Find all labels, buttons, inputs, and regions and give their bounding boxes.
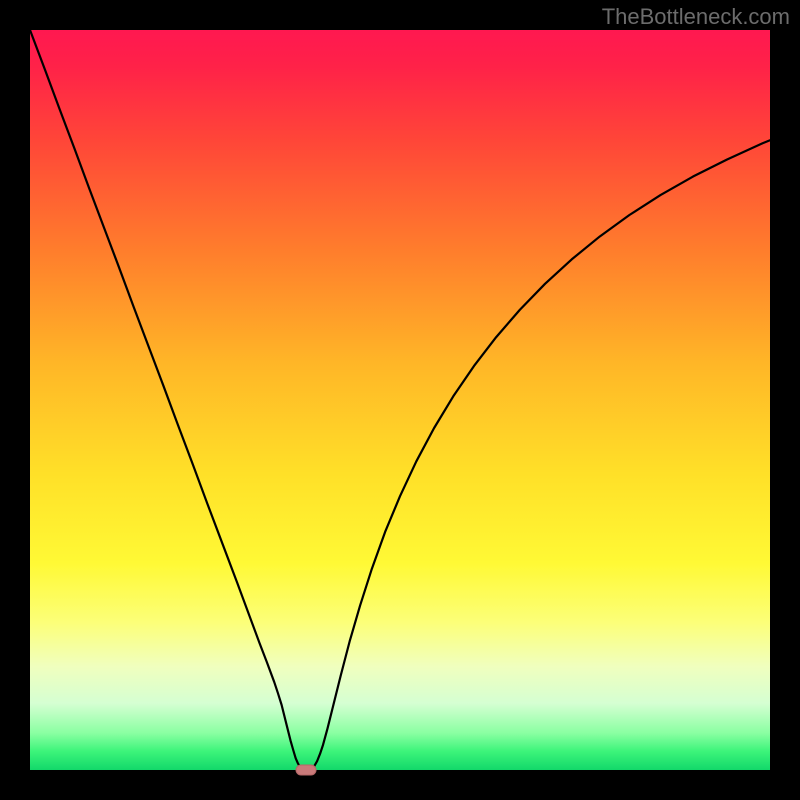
chart-container: TheBottleneck.com [0,0,800,800]
bottleneck-curve [30,30,770,770]
watermark-text: TheBottleneck.com [602,4,790,30]
optimal-marker [296,765,316,775]
chart-svg [0,0,800,800]
